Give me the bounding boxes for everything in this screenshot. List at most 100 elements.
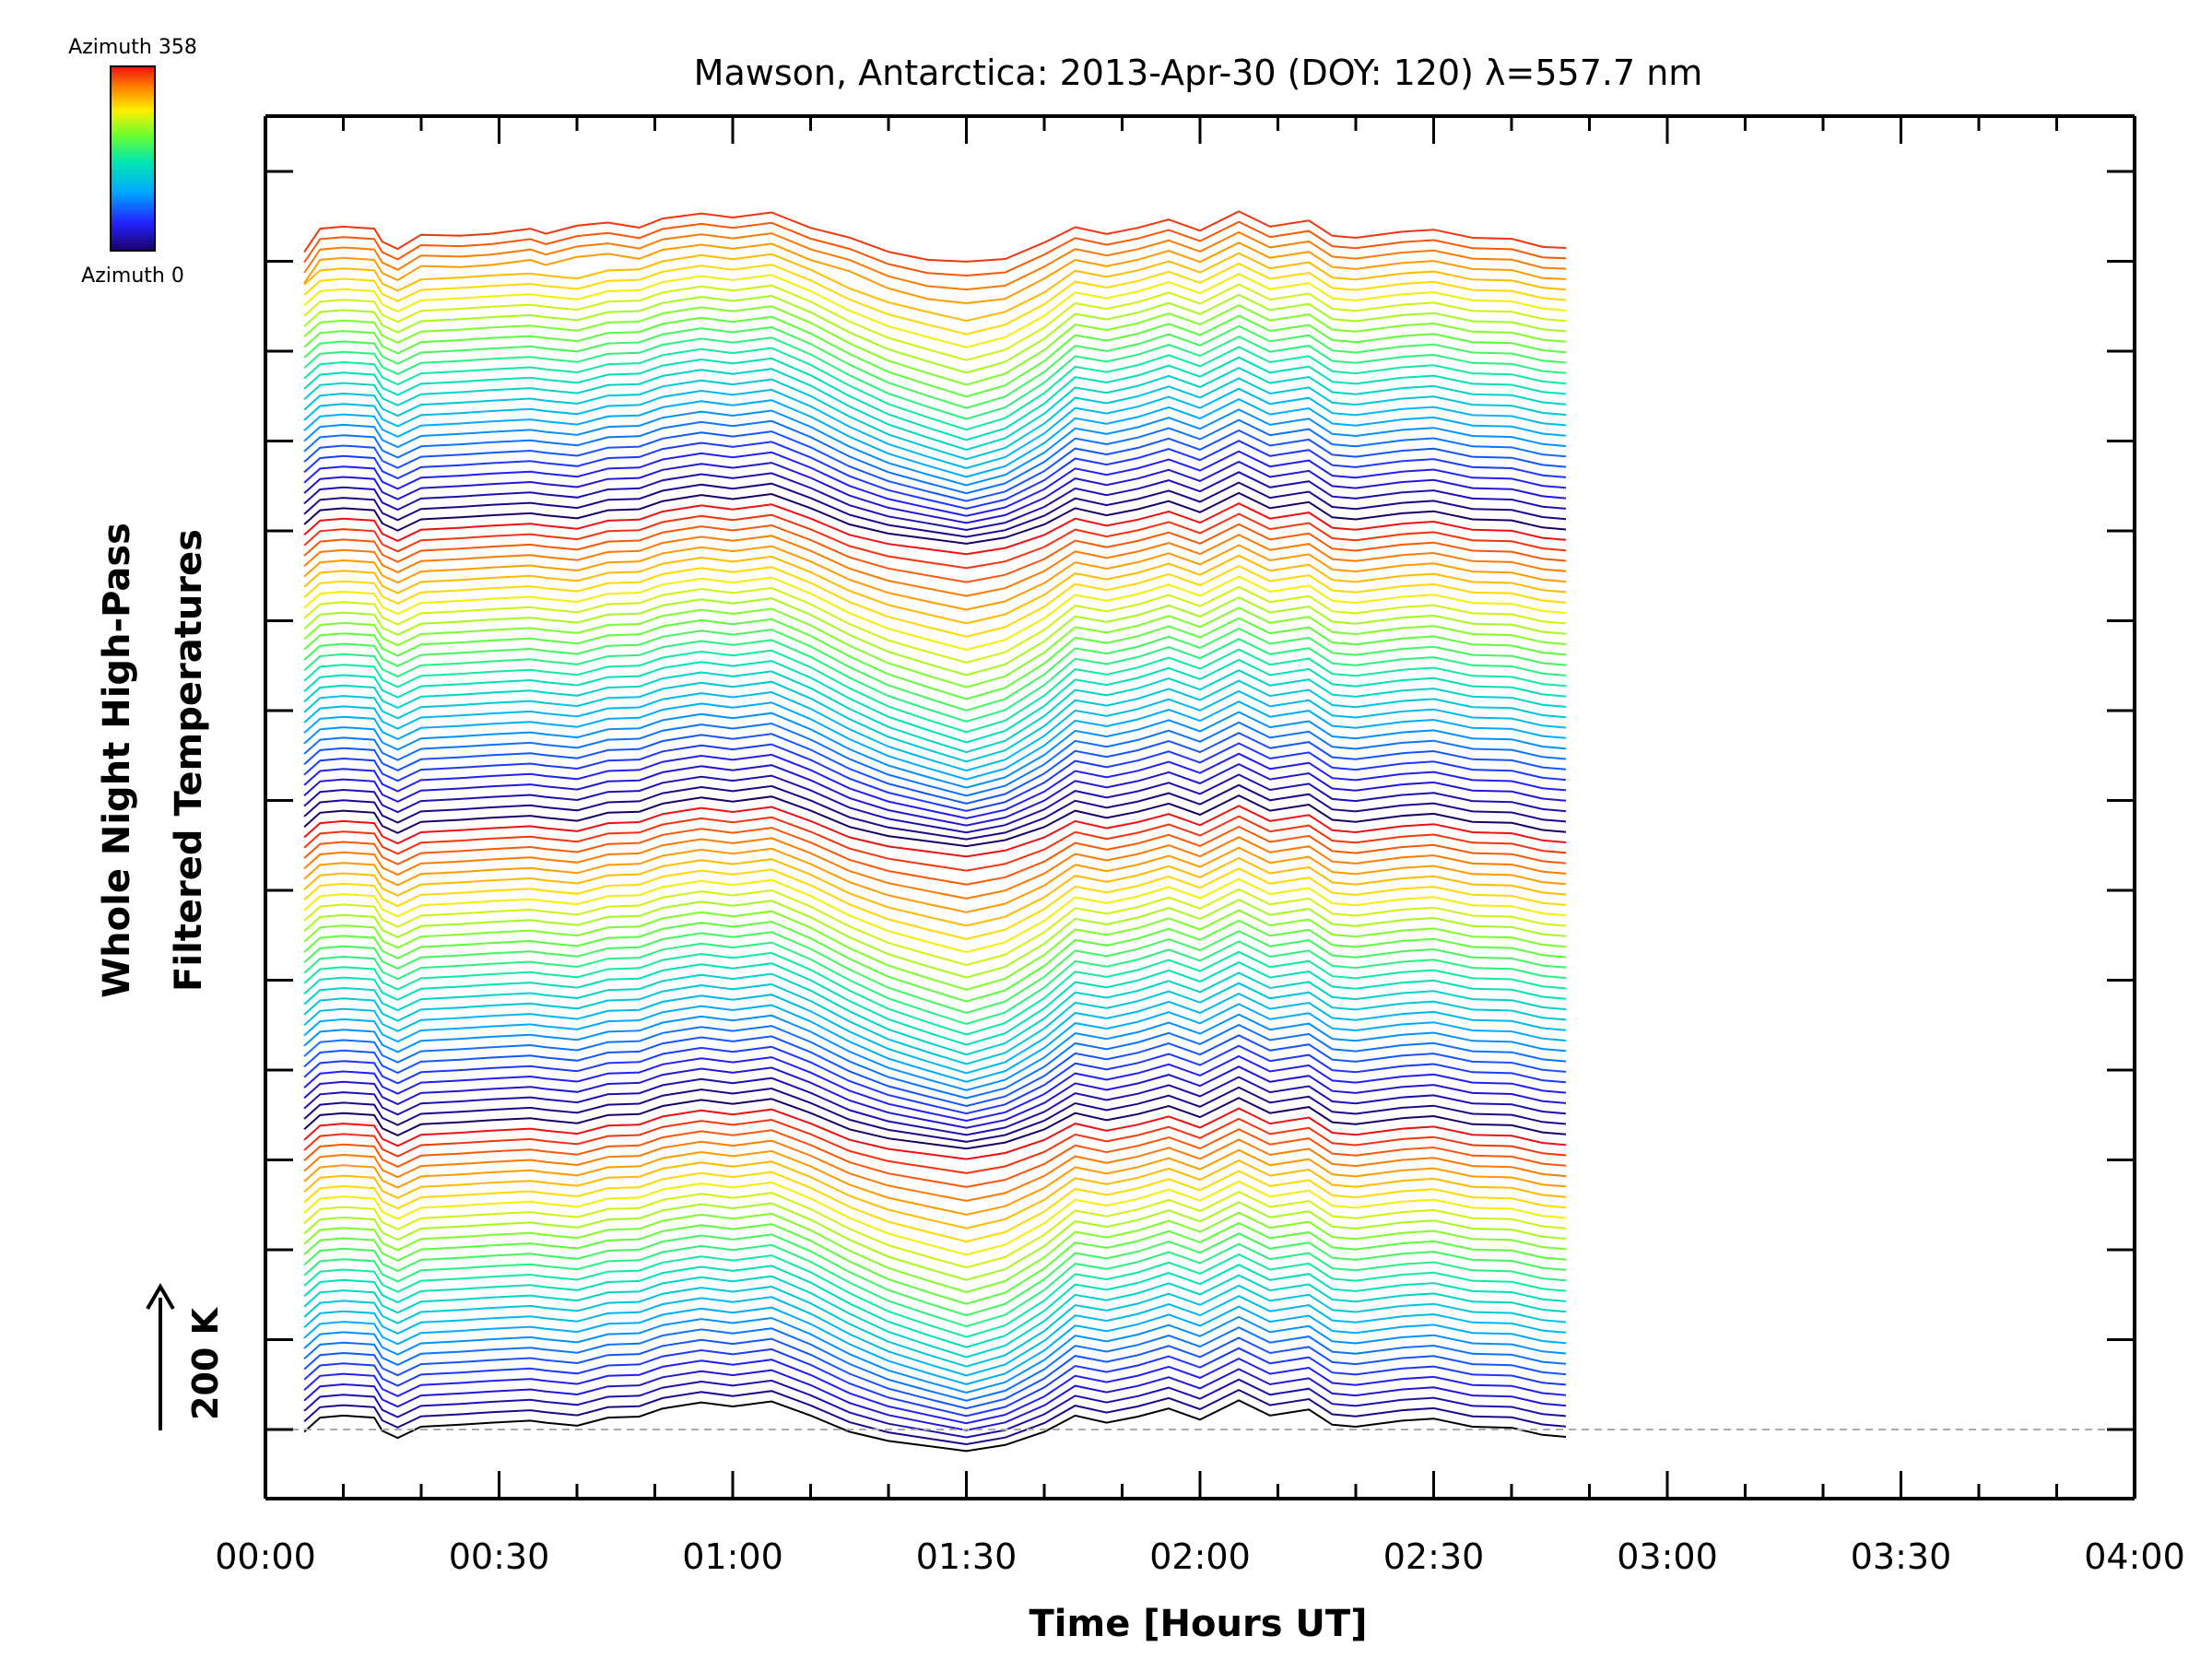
series-line [303,1159,1567,1230]
series-line [303,982,1567,1065]
series-line [303,930,1567,1015]
series-line [303,877,1567,954]
series-line [303,1170,1567,1243]
x-tick-label: 04:00 [2084,1536,2185,1577]
series-line [303,377,1567,461]
series-line [303,324,1567,409]
series-line [303,867,1567,940]
series-line [303,1274,1567,1359]
series-line [303,387,1567,470]
x-axis-label: Time [Hours UT] [1030,1603,1368,1645]
colorbar-gradient [110,65,156,252]
series-line [303,1264,1567,1348]
series-line [303,230,1567,291]
series-line [303,856,1567,927]
series-line [303,585,1567,664]
series-line [303,919,1567,1003]
series-line [303,950,1567,1036]
series-line [303,418,1567,495]
series-line [303,1336,1567,1410]
series-line [303,1148,1567,1216]
colorbar-bottom-label: Azimuth 0 [81,265,184,288]
series-line [303,1326,1567,1402]
series-line [303,220,1567,277]
x-tick-label: 02:00 [1149,1536,1251,1577]
series-line [303,1399,1567,1453]
series-line [303,1253,1567,1338]
series-line [303,1076,1567,1136]
series-line [303,888,1567,967]
series-line [303,356,1567,441]
series-line [303,346,1567,431]
series-line [303,1347,1567,1418]
series-line [303,491,1567,545]
x-tick-label: 02:30 [1383,1536,1485,1577]
series-line [303,1305,1567,1385]
series-line [303,554,1567,625]
series-line [303,283,1567,361]
series-line [303,836,1567,900]
series-line [303,314,1567,398]
series-line [303,711,1567,789]
series-line [303,408,1567,487]
series-line [303,1180,1567,1256]
x-tick-label: 03:30 [1851,1536,1952,1577]
scale-indicator: 200 K [146,1283,226,1430]
series-line [303,689,1567,772]
series-line [303,909,1567,991]
x-tick-label: 01:30 [916,1536,1018,1577]
series-line [303,1003,1567,1083]
series-line [303,544,1567,611]
series-lines [303,210,1567,1453]
series-line [303,815,1567,872]
y-axis-label-line2: Filtered Temperatures [168,529,210,992]
series-line [303,1097,1567,1150]
series-line [303,700,1567,781]
series-line [303,1357,1567,1425]
series-line [303,523,1567,583]
series-line [303,1242,1567,1328]
series-line [303,783,1567,841]
series-line [303,1190,1567,1269]
series-line [303,960,1567,1046]
series-line [303,397,1567,478]
series-line [303,1034,1567,1108]
series-line [303,366,1567,451]
series-line [303,534,1567,597]
series-line [303,1044,1567,1115]
series-line [303,210,1567,263]
series-line [303,1232,1567,1317]
series-line [303,460,1567,524]
x-tick-label: 00:30 [449,1536,550,1577]
chart-title: Mawson, Antarctica: 2013-Apr-30 (DOY: 12… [694,53,1703,93]
series-line [303,721,1567,797]
series-line [303,1023,1567,1100]
series-line [303,762,1567,827]
series-line [303,293,1567,374]
series-line [303,335,1567,420]
series-line [303,471,1567,532]
series-line [303,262,1567,335]
series-line [303,679,1567,763]
series-line [303,1117,1567,1174]
x-tick-label: 01:00 [682,1536,783,1577]
series-line [303,1388,1567,1446]
series-line [303,481,1567,538]
series-line [303,564,1567,638]
series-line [303,825,1567,886]
series-line [303,1378,1567,1439]
colorbar-top-label: Azimuth 358 [68,36,197,59]
series-line [303,658,1567,744]
series-line [303,940,1567,1025]
series-line [303,732,1567,805]
series-line [303,794,1567,848]
series-line [303,1284,1567,1368]
series-line [303,773,1567,834]
series-line [303,971,1567,1056]
series-line [303,752,1567,819]
series-line [303,992,1567,1075]
scale-arrow-head [146,1283,175,1311]
axes [264,114,2136,1500]
x-tick-labels: 00:00 00:30 01:00 01:30 02:00 02:30 03:00 03:30… [215,1536,2185,1577]
series-line [303,899,1567,979]
